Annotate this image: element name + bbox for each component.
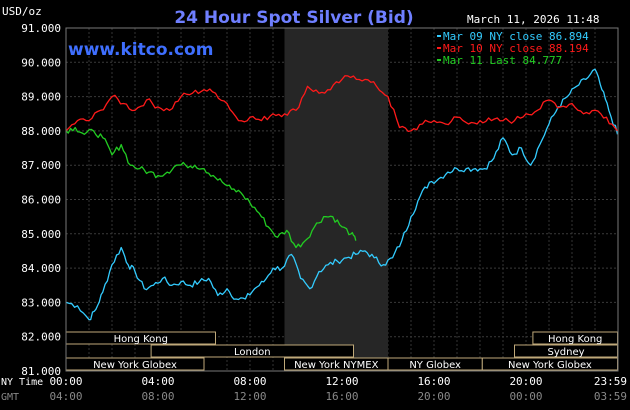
- y-tick-label: 90.000: [21, 56, 61, 69]
- plot-frame: [65, 27, 619, 372]
- x-tick-label: 12:00: [325, 375, 358, 388]
- y-tick-label: 86.000: [21, 194, 61, 207]
- nymex-session-band: [284, 28, 388, 371]
- market-session-bars: Hong Kong London New York Globex New York N…: [65, 331, 619, 371]
- y-tick-label: 81.000: [21, 365, 61, 378]
- session-label: Hong Kong: [114, 334, 168, 345]
- y-tick-label: 87.000: [21, 159, 61, 172]
- x-tick-label: 16:00: [417, 375, 450, 388]
- legend-entry-mar10: Mar 10 NY close 88.194: [443, 42, 589, 55]
- legend: Mar 09 NY close 86.894 Mar 10 NY close 8…: [437, 30, 589, 67]
- y-tick-label: 83.000: [21, 296, 61, 309]
- series-line-mar11: [65, 126, 357, 249]
- website-label[interactable]: www.kitco.com: [68, 40, 213, 60]
- x-tick-label: 12:00: [233, 390, 266, 403]
- series-line-mar10: [65, 75, 618, 133]
- y-tick-label: 91.000: [21, 22, 61, 35]
- x-axis-row-label: NY Time: [1, 377, 43, 388]
- session-label: Sydney: [548, 347, 585, 358]
- chart-title: 24 Hour Spot Silver (Bid): [174, 8, 413, 28]
- x-tick-label: 20:00: [417, 390, 450, 403]
- x-tick-label: 23:59: [594, 375, 627, 388]
- unit-label: USD/oz: [2, 5, 42, 18]
- session-label: NY Globex: [409, 360, 461, 371]
- price-lines: [65, 68, 619, 321]
- legend-entry-mar11: Mar 11 Last 84.777: [443, 54, 562, 67]
- x-axis-row-label: GMT: [1, 392, 19, 403]
- y-tick-label: 84.000: [21, 262, 61, 275]
- nymex-band-rect: [284, 28, 388, 371]
- y-tick-label: 82.000: [21, 331, 61, 344]
- y-tick-label: 85.000: [21, 228, 61, 241]
- x-tick-label: 08:00: [233, 375, 266, 388]
- y-tick-label: 89.000: [21, 91, 61, 104]
- legend-entry-mar09: Mar 09 NY close 86.894: [443, 30, 589, 43]
- x-tick-label: 03:59: [594, 390, 627, 403]
- x-tick-label: 20:00: [509, 375, 542, 388]
- session-bar: [150, 344, 354, 358]
- session-label: New York NYMEX: [294, 360, 379, 371]
- chart-axes: 91.000 90.000 89.000 88.000 87.000 86.000 85.0…: [1, 22, 627, 403]
- x-tick-label: 00:00: [509, 390, 542, 403]
- session-label: Hong Kong: [548, 334, 602, 345]
- session-label: New York Globex: [508, 360, 592, 371]
- series-line-mar09: [65, 68, 619, 321]
- x-tick-label: 16:00: [325, 390, 358, 403]
- y-tick-label: 88.000: [21, 125, 61, 138]
- x-tick-label: 08:00: [141, 390, 174, 403]
- x-tick-label: 00:00: [49, 375, 82, 388]
- session-label: New York Globex: [93, 360, 177, 371]
- timestamp: March 11, 2026 11:48: [467, 13, 599, 26]
- x-tick-label: 04:00: [49, 390, 82, 403]
- session-label: London: [234, 347, 271, 358]
- x-tick-label: 04:00: [141, 375, 174, 388]
